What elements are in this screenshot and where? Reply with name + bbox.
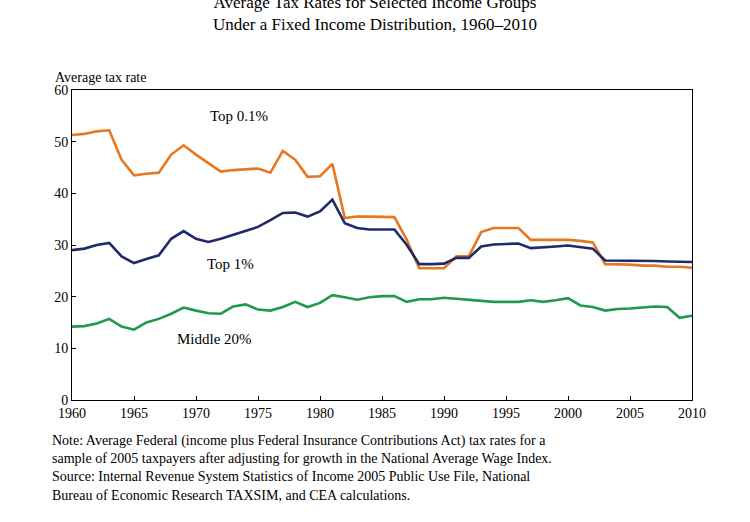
svg-text:10: 10 xyxy=(54,341,68,356)
svg-text:40: 40 xyxy=(54,186,68,201)
svg-text:1975: 1975 xyxy=(244,406,272,421)
svg-text:1980: 1980 xyxy=(306,406,334,421)
svg-text:2005: 2005 xyxy=(616,406,644,421)
svg-text:1960: 1960 xyxy=(58,406,86,421)
svg-text:0: 0 xyxy=(61,393,68,408)
svg-text:1985: 1985 xyxy=(368,406,396,421)
svg-text:Note: Average Federal (income: Note: Average Federal (income plus Feder… xyxy=(52,433,552,503)
svg-text:Middle 20%: Middle 20% xyxy=(177,331,252,347)
svg-text:Average Tax Rates for Selected: Average Tax Rates for Selected Income Gr… xyxy=(213,0,537,34)
svg-text:2010: 2010 xyxy=(678,406,706,421)
svg-text:20: 20 xyxy=(54,290,68,305)
svg-text:Top 1%: Top 1% xyxy=(207,256,254,272)
svg-text:1995: 1995 xyxy=(492,406,520,421)
svg-text:50: 50 xyxy=(54,135,68,150)
svg-text:30: 30 xyxy=(54,238,68,253)
svg-text:60: 60 xyxy=(54,83,68,98)
svg-text:1990: 1990 xyxy=(430,406,458,421)
svg-text:Top 0.1%: Top 0.1% xyxy=(210,108,268,124)
svg-text:1970: 1970 xyxy=(182,406,210,421)
svg-text:1965: 1965 xyxy=(120,406,148,421)
svg-text:2000: 2000 xyxy=(554,406,582,421)
svg-text:Average tax rate: Average tax rate xyxy=(55,70,146,85)
